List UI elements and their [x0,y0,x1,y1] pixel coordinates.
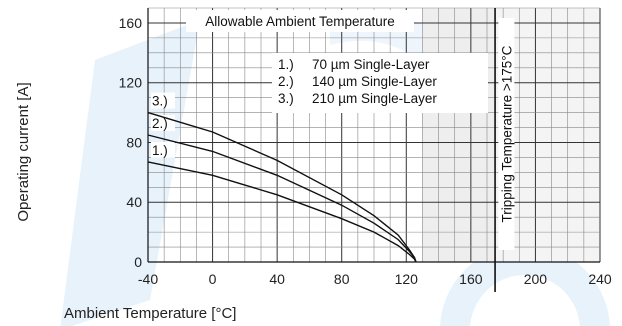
legend-label: 140 µm Single-Layer [312,74,437,89]
series-label: 1.) [152,143,168,158]
watermark-shape [60,20,200,326]
series-label: 2.) [152,116,168,131]
y-tick-label: 40 [126,194,142,210]
legend-number: 3.) [278,91,294,106]
legend-number: 2.) [278,74,294,89]
y-tick-label: 0 [134,254,142,270]
shaded-region [422,8,496,262]
x-tick-label: 40 [269,271,285,287]
series-label: 3.) [152,94,168,109]
legend-number: 1.) [278,57,294,72]
tripping-label: Tripping Temperature >175°C [499,45,514,222]
title-bg [186,10,414,32]
y-axis-title: Operating current [A] [15,82,32,221]
chart-title: Allowable Ambient Temperature [205,14,395,29]
y-tick-label: 120 [119,75,143,91]
x-tick-label: 0 [209,271,217,287]
legend-label: 70 µm Single-Layer [312,57,430,72]
x-tick-label: 240 [588,271,612,287]
y-tick-label: 160 [119,15,143,31]
x-axis-title: Ambient Temperature [°C] [64,305,236,322]
x-tick-label: 80 [334,271,350,287]
series-line-3 [147,111,417,263]
x-tick-label: -40 [138,271,158,287]
series-label-bg [151,141,175,158]
series-label-bg [151,92,175,109]
legend-label: 210 µm Single-Layer [312,91,437,106]
series-line-2 [147,134,417,263]
watermark-shape [440,245,610,326]
y-tick-label: 80 [126,134,142,150]
x-tick-label: 200 [524,271,548,287]
tripping-label-bg [498,18,515,250]
x-tick-label: 160 [459,271,483,287]
series-line-1 [147,161,417,263]
legend-box [272,53,488,113]
x-tick-label: 120 [395,271,419,287]
